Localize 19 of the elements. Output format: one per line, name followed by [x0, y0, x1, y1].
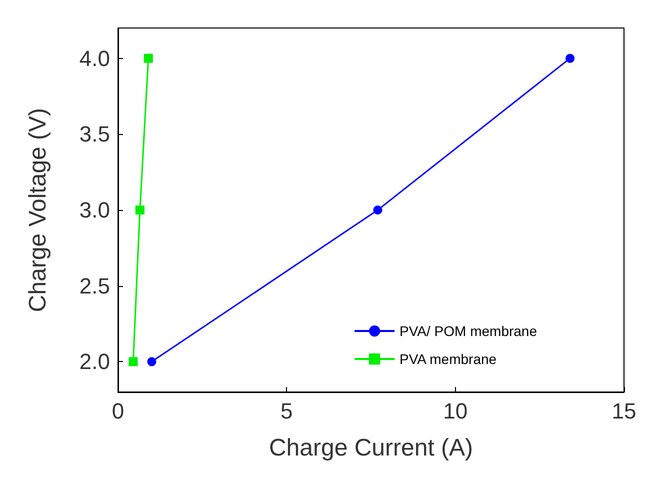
y-tick-label: 4.0 [79, 46, 110, 71]
y-axis-title: Charge Voltage (V) [24, 108, 52, 312]
x-tick-label: 0 [112, 398, 124, 424]
point [128, 357, 138, 366]
point [566, 54, 575, 63]
y-tick-label: 3.5 [79, 122, 110, 147]
point [147, 357, 156, 366]
y-tick-label: 3.0 [79, 198, 110, 222]
legend-label: PVA/ POM membrane [400, 323, 538, 339]
x-axis-title: Charge Current (A) [268, 434, 474, 462]
legend-label: PVA membrane [400, 351, 497, 367]
point [135, 206, 144, 214]
x-tick-label: 15 [612, 398, 636, 424]
x-tick-label: 10 [443, 398, 468, 424]
y-tick-label: 2.0 [79, 349, 110, 374]
x-tick-label: 5 [280, 398, 293, 424]
point [144, 54, 153, 63]
point [373, 206, 382, 214]
y-tick-label: 2.5 [79, 273, 110, 298]
